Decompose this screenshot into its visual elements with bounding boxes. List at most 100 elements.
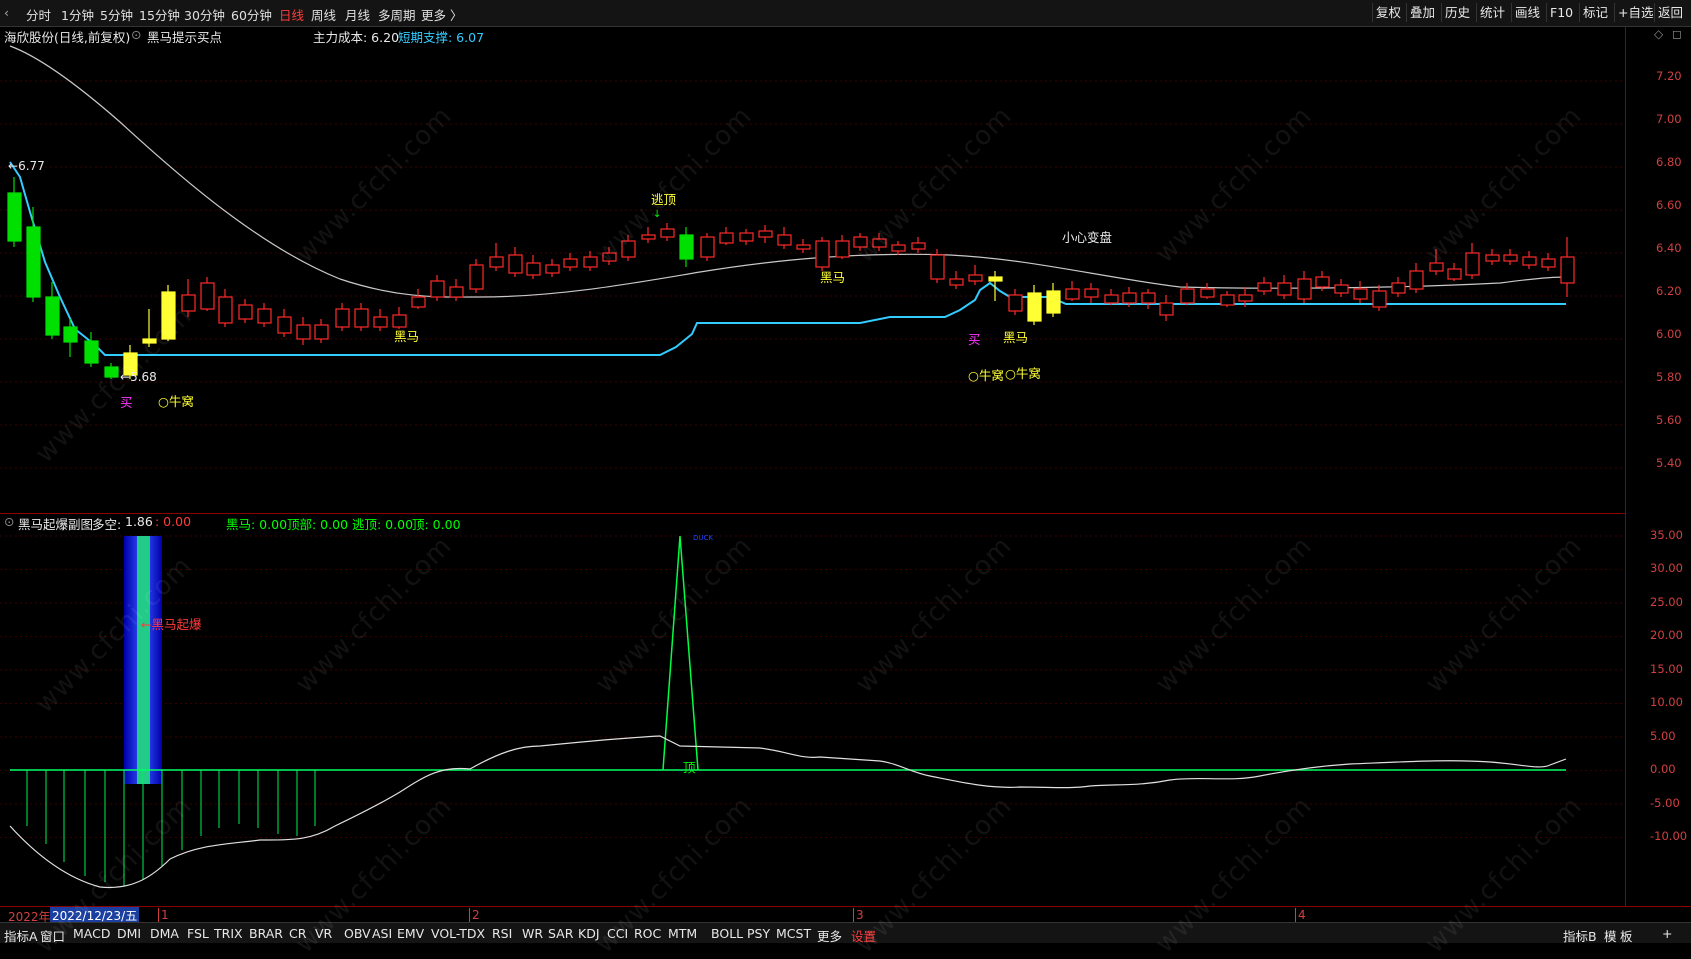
indicator-tab[interactable]: 窗口 xyxy=(40,929,66,944)
candle xyxy=(1046,283,1061,317)
indicator-tab[interactable]: 指标A xyxy=(4,929,38,944)
period-tab-daily[interactable]: 日线 xyxy=(279,8,305,23)
period-tab[interactable]: 60分钟 xyxy=(231,8,272,23)
price-tick: 5.80 xyxy=(1656,370,1682,384)
period-tab[interactable]: 多周期 xyxy=(378,8,416,23)
indicator-right-tab[interactable]: 模 xyxy=(1604,929,1617,944)
candle xyxy=(508,247,523,277)
indicator-tab[interactable]: ROC xyxy=(634,926,662,941)
candle xyxy=(335,303,350,331)
candle xyxy=(777,227,792,249)
indicator-tab[interactable]: 设置 xyxy=(851,929,877,944)
cursor-date-label: 2022/12/23/五 xyxy=(50,907,140,924)
indicator-right-tab[interactable]: 指标B xyxy=(1563,929,1597,944)
month-label: 4 xyxy=(1295,908,1306,922)
indicator-tab[interactable]: EMV xyxy=(397,926,425,941)
indicator-tab[interactable]: BOLL xyxy=(711,926,744,941)
candle xyxy=(1008,289,1023,315)
price-tick: 6.60 xyxy=(1656,198,1682,212)
candle xyxy=(968,265,983,285)
down-arrow-icon: ↓ xyxy=(653,209,662,220)
sub-tick: 0.00 xyxy=(1650,762,1676,776)
indicator-tab[interactable]: 更多 xyxy=(817,929,843,944)
history-button[interactable]: 历史 xyxy=(1441,3,1473,22)
indicator-tab[interactable]: PSY xyxy=(747,926,771,941)
return-button[interactable]: 返回 xyxy=(1654,3,1686,22)
period-tab[interactable]: 月线 xyxy=(345,8,371,23)
indicator-tab[interactable]: KDJ xyxy=(578,926,600,941)
indicator-tab[interactable]: MACD xyxy=(73,926,111,941)
price-tick: 7.20 xyxy=(1656,69,1682,83)
sub-toggle-icon[interactable]: ⊙ xyxy=(4,514,15,529)
period-tab[interactable]: 15分钟 xyxy=(139,8,180,23)
period-tab[interactable]: 1分钟 xyxy=(61,8,94,23)
indicator-tab[interactable]: ASI xyxy=(372,926,393,941)
indicator-tab[interactable]: MCST xyxy=(776,926,812,941)
sub-tick: 5.00 xyxy=(1650,729,1676,743)
period-tab[interactable]: 30分钟 xyxy=(184,8,225,23)
candle xyxy=(583,251,598,271)
indicator-tab[interactable]: BRAR xyxy=(249,926,283,941)
fuquan-button[interactable]: 复权 xyxy=(1372,3,1404,22)
candle xyxy=(988,271,1003,301)
stats-button[interactable]: 统计 xyxy=(1476,3,1508,22)
indicator-tab[interactable]: SAR xyxy=(548,926,574,941)
candle xyxy=(1297,271,1312,303)
period-tab[interactable]: 5分钟 xyxy=(100,8,133,23)
period-tab[interactable]: 周线 xyxy=(311,8,337,23)
candle xyxy=(526,255,541,279)
candle xyxy=(218,289,233,327)
indicator-tab[interactable]: VOL-TDX xyxy=(431,926,486,941)
candle xyxy=(1122,287,1137,307)
qibao-label: ←黑马起爆 xyxy=(141,617,202,632)
candle xyxy=(26,207,41,302)
indicator-tab[interactable]: FSL xyxy=(187,926,209,941)
candle xyxy=(45,282,60,339)
indicator-tab[interactable]: VR xyxy=(315,926,333,941)
mark-button[interactable]: 标记 xyxy=(1579,3,1611,22)
duokong-label: 多空: xyxy=(92,517,122,532)
price-tick: 7.00 xyxy=(1656,112,1682,126)
kline-chart-panel[interactable]: 海欣股份(日线,前复权) ⊙ 黑马提示买点 主力成本: 6.20 短期支撑: 6… xyxy=(0,27,1625,514)
ma-line xyxy=(9,45,1567,298)
candle xyxy=(853,233,868,251)
sub-tick: 35.00 xyxy=(1650,528,1683,542)
indicator-toggle-icon[interactable]: ⊙ xyxy=(131,27,142,42)
sub-tick: 20.00 xyxy=(1650,628,1683,642)
candle xyxy=(815,237,830,271)
month-label: 2 xyxy=(469,908,480,922)
indicator-tab[interactable]: MTM xyxy=(668,926,698,941)
f10-button[interactable]: F10 xyxy=(1546,3,1576,22)
indicator-tab[interactable]: OBV xyxy=(344,926,371,941)
add-watchlist-button[interactable]: +自选 xyxy=(1614,3,1656,22)
indicator-right-tab[interactable]: + xyxy=(1662,926,1673,941)
taoding-value-label: 逃顶: 0.00 xyxy=(352,517,414,532)
ding-value-label: 顶: 0.00 xyxy=(412,517,461,532)
candle xyxy=(1465,243,1480,279)
draw-line-button[interactable]: 画线 xyxy=(1511,3,1543,22)
period-tab-more[interactable]: 更多 〉 xyxy=(421,8,463,23)
period-tab[interactable]: 分时 xyxy=(26,8,52,23)
indicator-tab[interactable]: DMI xyxy=(117,926,142,941)
overlay-button[interactable]: 叠加 xyxy=(1406,3,1438,22)
candle xyxy=(411,289,426,309)
indicator-right-tab[interactable]: 板 xyxy=(1620,929,1633,944)
sub-tick: -5.00 xyxy=(1650,796,1680,810)
panel-toggle-icon[interactable]: ◻ xyxy=(1672,27,1682,41)
candle xyxy=(84,332,99,367)
month-label: 3 xyxy=(853,908,864,922)
indicator-tab[interactable]: DMA xyxy=(150,926,179,941)
indicator-tab[interactable]: WR xyxy=(522,926,544,941)
year-label: 2022年 xyxy=(8,910,51,924)
back-arrow-icon[interactable]: ‹ xyxy=(4,5,9,20)
sub-indicator-panel[interactable]: ⊙ 黑马起爆副图 多空: 1.86 : 0.00 黑马: 0.00 顶部: 0.… xyxy=(0,514,1625,906)
candle xyxy=(1315,271,1330,291)
indicator-tab[interactable]: TRIX xyxy=(214,926,243,941)
indicator-tab[interactable]: CR xyxy=(289,926,307,941)
indicator-tab[interactable]: RSI xyxy=(492,926,513,941)
low-price-label: ←5.68 xyxy=(120,370,157,384)
heima-label: 黑马 xyxy=(820,270,846,285)
diamond-icon[interactable]: ◇ xyxy=(1654,27,1664,41)
indicator-tab[interactable]: CCI xyxy=(607,926,629,941)
sep-value: : 0.00 xyxy=(155,514,192,529)
